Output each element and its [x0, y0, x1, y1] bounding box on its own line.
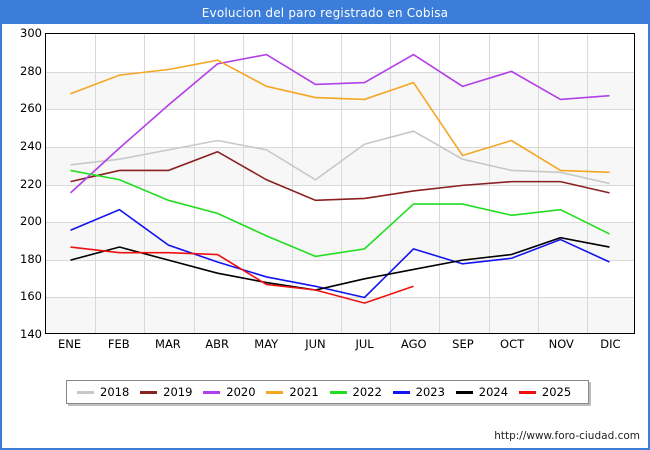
legend-label: 2023: [415, 385, 445, 399]
horizontal-gridline: [46, 222, 634, 224]
window-title-bar: Evolucion del paro registrado en Cobisa: [2, 2, 648, 24]
y-axis-tick-label: 200: [20, 214, 42, 229]
y-axis-labels: 140 160 180 200 220 240 260 280 300: [2, 26, 42, 341]
legend-swatch-icon: [140, 390, 158, 394]
x-axis-tick-label: ENE: [58, 337, 82, 351]
legend-swatch-icon: [203, 390, 221, 394]
vertical-gridline: [439, 34, 441, 333]
horizontal-gridline: [46, 71, 634, 73]
legend-item-2023[interactable]: 2023: [391, 385, 454, 399]
y-axis-tick-label: 140: [20, 327, 42, 341]
x-axis-tick-label: MAY: [254, 337, 279, 351]
y-axis-tick-label: 300: [20, 26, 42, 40]
series-line-2022: [70, 170, 609, 256]
legend-label: 2018: [100, 385, 130, 399]
x-axis-tick-label: DIC: [600, 337, 621, 351]
x-axis-tick-label: NOV: [548, 337, 574, 351]
y-axis-tick-label: 180: [20, 251, 42, 266]
legend-item-2018[interactable]: 2018: [75, 385, 138, 399]
vertical-gridline: [390, 34, 392, 333]
page-title: Evolucion del paro registrado en Cobisa: [201, 6, 449, 20]
legend-label: 2021: [289, 385, 319, 399]
legend-label: 2025: [541, 385, 572, 399]
horizontal-gridline: [46, 297, 634, 299]
legend-swatch-icon: [455, 390, 473, 394]
y-axis-tick-label: 280: [20, 63, 42, 78]
y-axis-tick-label: 220: [20, 176, 42, 191]
vertical-gridline: [537, 34, 539, 333]
vertical-gridline: [193, 34, 195, 333]
legend-item-2024[interactable]: 2024: [454, 385, 517, 399]
x-axis-tick-label: FEB: [107, 337, 130, 351]
x-axis-tick-label: OCT: [500, 337, 525, 351]
x-axis-tick-label: ABR: [205, 337, 229, 351]
legend-label: 2022: [352, 385, 382, 399]
horizontal-gridline: [46, 184, 634, 186]
series-lines: [46, 34, 634, 333]
legend-item-2019[interactable]: 2019: [138, 385, 201, 399]
y-axis-tick-label: 160: [20, 289, 42, 304]
legend-item-2021[interactable]: 2021: [264, 385, 327, 399]
legend-item-2025[interactable]: 2025: [517, 385, 580, 399]
vertical-gridline: [291, 34, 293, 333]
vertical-gridline: [242, 34, 244, 333]
x-axis-tick-label: JUL: [355, 337, 374, 351]
series-line-2024: [70, 238, 609, 290]
vertical-gridline: [144, 34, 146, 333]
x-axis-labels: ENE FEB MAR ABR MAY JUN JUL AGO SEP OCT NOV DIC: [45, 337, 635, 357]
plot-band: [46, 71, 634, 110]
legend-item-2022[interactable]: 2022: [328, 385, 391, 399]
legend-label: 2020: [226, 385, 256, 399]
legend-swatch-icon: [329, 390, 347, 394]
horizontal-gridline: [46, 259, 634, 261]
x-axis-tick-label: MAR: [155, 337, 181, 351]
x-axis-tick-label: SEP: [452, 337, 474, 351]
series-line-2025: [70, 247, 413, 303]
plot-band: [46, 297, 634, 333]
series-line-2023: [70, 210, 609, 298]
legend-label: 2019: [163, 385, 193, 399]
legend-item-2020[interactable]: 2020: [201, 385, 264, 399]
chart-legend: 2018 2019 2020 2021 2022 2023 2024 2025: [66, 380, 589, 404]
series-line-2018: [70, 131, 609, 183]
chart-region: 140 160 180 200 220 240 260 280 300 ENE FEB MAR ABR…: [2, 24, 648, 374]
horizontal-gridline: [46, 146, 634, 148]
legend-swatch-icon: [266, 390, 284, 394]
vertical-gridline: [586, 34, 588, 333]
y-axis-tick-label: 260: [20, 101, 42, 116]
x-axis-tick-label: JUN: [305, 337, 326, 351]
horizontal-gridline: [46, 109, 634, 111]
plot-band: [46, 146, 634, 185]
footer-url: http://www.foro-ciudad.com: [494, 430, 640, 442]
vertical-gridline: [95, 34, 97, 333]
legend-swatch-icon: [392, 390, 410, 394]
series-line-2021: [70, 60, 609, 172]
plot-area: [45, 33, 635, 334]
series-line-2019: [70, 152, 609, 201]
legend-swatch-icon: [518, 390, 536, 394]
y-axis-tick-label: 240: [20, 138, 42, 153]
x-axis-tick-label: AGO: [400, 337, 427, 351]
legend-swatch-icon: [77, 390, 94, 394]
series-line-2020: [70, 55, 609, 193]
legend-label: 2024: [478, 385, 509, 399]
vertical-gridline: [341, 34, 342, 333]
